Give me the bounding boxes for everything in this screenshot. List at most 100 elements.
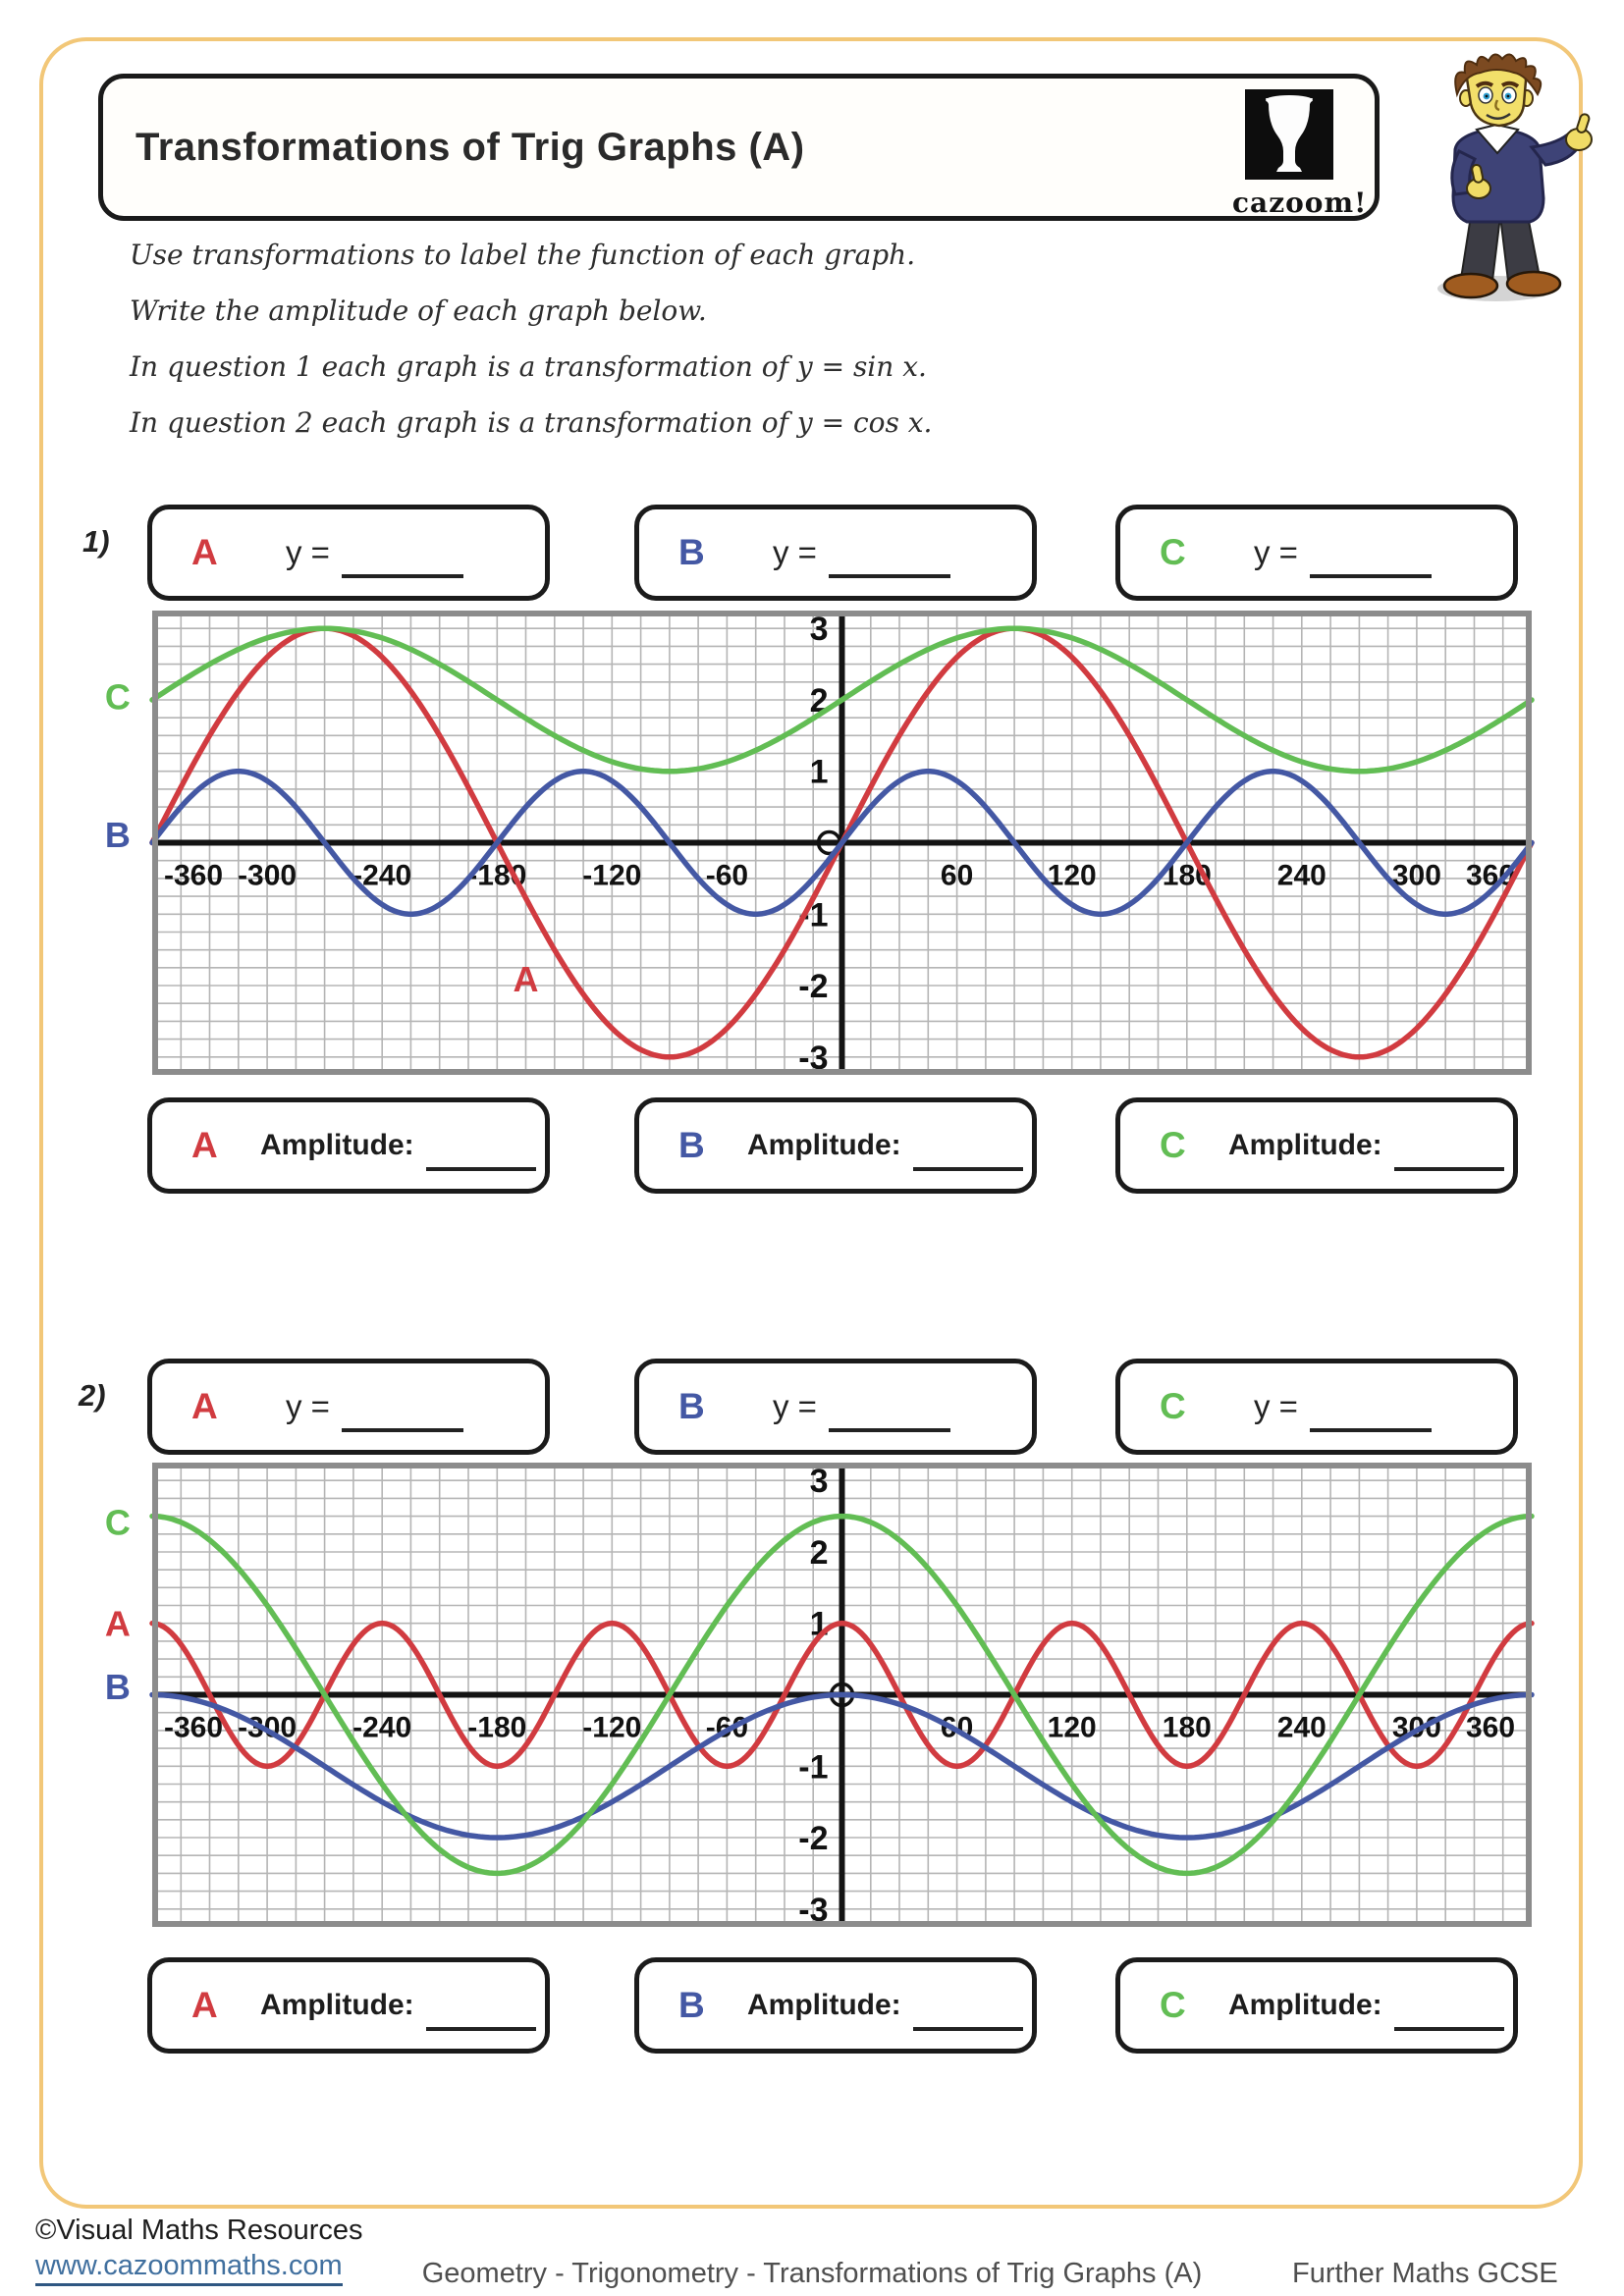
- footer-course-label: Further Maths GCSE: [1292, 2258, 1558, 2289]
- x-tick-label: -120: [582, 860, 641, 892]
- curve-letter: A: [191, 1985, 218, 2025]
- question-2-number: 2): [79, 1378, 106, 1413]
- answer-blank: [1393, 1134, 1504, 1171]
- mascot-character: [1437, 53, 1593, 301]
- q1-function-box-a: A y =: [147, 505, 550, 601]
- y-tick-label: 1: [810, 754, 829, 791]
- answer-blank: [341, 1395, 463, 1432]
- answer-blank: [341, 541, 463, 578]
- header-box: Transformations of Trig Graphs (A): [98, 74, 1380, 221]
- q2-function-box-c: C y =: [1115, 1359, 1518, 1455]
- curve-label-B: B: [105, 1667, 131, 1707]
- copyright-text: ©Visual Maths Resources: [35, 2215, 363, 2246]
- curve-letter: B: [678, 1125, 705, 1165]
- q1-function-box-c: C y =: [1115, 505, 1518, 601]
- page-title: Transformations of Trig Graphs (A): [135, 125, 805, 169]
- curve-letter: A: [191, 1125, 218, 1165]
- q1-amplitude-box-b: B Amplitude:: [634, 1097, 1037, 1194]
- curve-letter: A: [191, 1386, 218, 1426]
- amplitude-label: Amplitude:: [1228, 1989, 1382, 2021]
- answer-blank: [1309, 541, 1432, 578]
- y-equals-label: y =: [773, 534, 817, 570]
- instruction-line: In question 1 each graph is a transforma…: [130, 350, 927, 383]
- x-tick-label: 180: [1163, 1712, 1212, 1744]
- y-tick-label: 3: [810, 1463, 829, 1500]
- instructions: Use transformations to label the functio…: [130, 232, 932, 455]
- y-tick-label: 3: [810, 611, 829, 648]
- page-border: [39, 37, 1583, 2209]
- y-equals-label: y =: [286, 1388, 330, 1424]
- amplitude-label: Amplitude:: [260, 1129, 414, 1161]
- curve-label-C: C: [105, 1502, 131, 1542]
- curve-A: [149, 1620, 1535, 1770]
- curve-letter: A: [191, 532, 218, 572]
- trig-graph-question-1: -360 -300 -240 -180 -120 -60 60 120 180 240 300 360…: [105, 611, 1535, 1077]
- curve-C: [149, 625, 1535, 774]
- y-tick-label: -2: [798, 968, 828, 1005]
- plot-border: [152, 1463, 1532, 1927]
- amplitude-label: Amplitude:: [260, 1989, 414, 2021]
- website-link[interactable]: www.cazoommaths.com: [35, 2250, 343, 2286]
- y-tick-label: -2: [798, 1820, 828, 1857]
- answer-blank: [425, 1134, 536, 1171]
- cazoom-logo: cazoom!: [1232, 88, 1368, 219]
- character-hair: [1454, 53, 1543, 98]
- answer-blank: [1393, 1994, 1504, 2031]
- answer-blank: [912, 1994, 1023, 2031]
- q2-amplitude-box-b: B Amplitude:: [634, 1957, 1037, 2054]
- curve-C: [149, 1513, 1535, 1877]
- curve-label-B: B: [105, 815, 131, 855]
- answer-blank: [1309, 1395, 1432, 1432]
- curve-letter: B: [678, 1985, 705, 2025]
- plot-border: [152, 611, 1532, 1075]
- x-tick-label: 60: [941, 860, 973, 892]
- x-tick-label: -60: [706, 860, 748, 892]
- amplitude-label: Amplitude:: [747, 1129, 901, 1161]
- x-tick-label: 120: [1048, 860, 1097, 892]
- x-tick-label: 360: [1466, 1712, 1515, 1744]
- amplitude-label: Amplitude:: [1228, 1129, 1382, 1161]
- footer-breadcrumb: Geometry - Trigonometry - Transformation…: [421, 2258, 1203, 2289]
- curve-label-A: A: [514, 959, 539, 999]
- q2-amplitude-box-c: C Amplitude:: [1115, 1957, 1518, 2054]
- x-tick-label: -360: [164, 1712, 223, 1744]
- y-equals-label: y =: [773, 1388, 817, 1424]
- instruction-line: Use transformations to label the functio…: [130, 239, 916, 271]
- y-equals-label: y =: [286, 534, 330, 570]
- x-tick-label: -120: [582, 1712, 641, 1744]
- q1-function-box-b: B y =: [634, 505, 1037, 601]
- y-equals-label: y =: [1254, 1388, 1298, 1424]
- trig-graph-question-2: -360 -300 -240 -180 -120 -60 60 120 180 240 300 360…: [105, 1463, 1535, 1929]
- answer-blank: [425, 1994, 536, 2031]
- q1-amplitude-box-c: C Amplitude:: [1115, 1097, 1518, 1194]
- x-tick-label: -180: [467, 1712, 526, 1744]
- question-1-number: 1): [82, 524, 110, 559]
- curve-letter: C: [1160, 1125, 1186, 1165]
- y-equals-label: y =: [1254, 534, 1298, 570]
- curve-B: [149, 1691, 1535, 1841]
- curve-letter: C: [1160, 532, 1186, 572]
- y-tick-label: -1: [798, 1748, 828, 1786]
- instruction-line: Write the amplitude of each graph below.: [130, 294, 707, 327]
- cazoom-logo-icon: [1245, 89, 1333, 180]
- q2-function-box-a: A y =: [147, 1359, 550, 1455]
- q2-amplitude-box-a: A Amplitude:: [147, 1957, 550, 2054]
- cazoom-logo-text: cazoom!: [1232, 187, 1368, 219]
- curve-letter: C: [1160, 1386, 1186, 1426]
- curve-B: [149, 769, 1535, 917]
- x-tick-label: 240: [1277, 1712, 1326, 1744]
- x-tick-label: 120: [1048, 1712, 1097, 1744]
- answer-blank: [912, 1134, 1023, 1171]
- x-tick-label: 300: [1392, 860, 1441, 892]
- curve-letter: B: [678, 532, 705, 572]
- curve-letter: B: [678, 1386, 705, 1426]
- answer-blank: [828, 541, 950, 578]
- x-tick-label: 240: [1277, 860, 1326, 892]
- x-tick-label: -240: [352, 1712, 411, 1744]
- curve-label-C: C: [105, 676, 131, 717]
- x-tick-label: -360: [164, 860, 223, 892]
- q2-function-box-b: B y =: [634, 1359, 1037, 1455]
- instruction-line: In question 2 each graph is a transforma…: [130, 406, 933, 439]
- curve-letter: C: [1160, 1985, 1186, 2025]
